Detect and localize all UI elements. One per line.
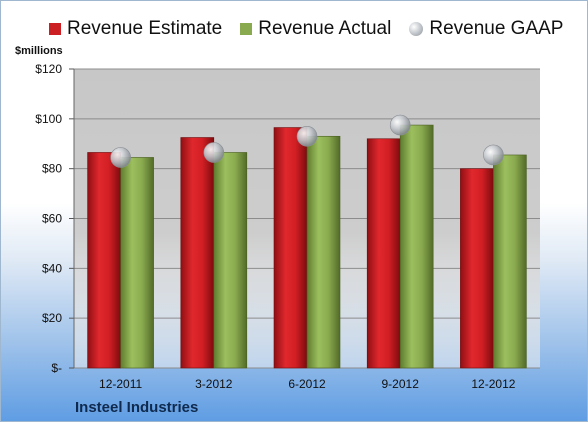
- x-tick-label: 12-2012: [471, 377, 515, 391]
- y-tick-label: $80: [42, 162, 62, 176]
- bar-actual: [493, 154, 527, 369]
- x-tick-label: 6-2012: [288, 377, 326, 391]
- y-tick-label: $40: [42, 261, 62, 275]
- y-tick-label: $100: [35, 112, 62, 126]
- legend-label-gaap: Revenue GAAP: [429, 18, 564, 39]
- x-tick-label: 3-2012: [195, 377, 233, 391]
- legend-item-gaap: Revenue GAAP: [409, 18, 563, 40]
- legend: Revenue Estimate Revenue Actual Revenue …: [49, 17, 581, 41]
- x-tick-label: 9-2012: [382, 377, 420, 391]
- red-square-icon: [49, 23, 61, 35]
- company-name: Insteel Industries: [75, 399, 199, 416]
- bubble-gaap: [110, 147, 131, 168]
- bar-actual: [213, 152, 248, 369]
- legend-label-actual: Revenue Actual: [258, 18, 392, 39]
- x-tick-label: 12-2011: [99, 377, 142, 391]
- bubble-gaap: [483, 144, 504, 166]
- bar-estimate: [366, 138, 401, 369]
- y-axis-ticks: $- $20 $40 $60 $80 $100 $120: [35, 62, 75, 375]
- y-axis-unit-label: $millions: [15, 45, 63, 57]
- y-tick-label: $-: [51, 361, 62, 375]
- x-axis-ticks: 12-2011 3-2012 6-2012 9-2012 12-2012: [99, 377, 516, 391]
- bars-layer: [87, 124, 527, 369]
- legend-item-actual: Revenue Actual: [240, 18, 391, 40]
- bar-actual: [120, 157, 154, 369]
- bubble-gaap: [389, 114, 411, 136]
- legend-item-estimate: Revenue Estimate: [49, 18, 222, 40]
- bubbles-layer: [110, 114, 504, 168]
- y-tick-label: $60: [42, 212, 62, 226]
- y-tick-label: $20: [42, 311, 62, 325]
- green-square-icon: [240, 23, 253, 35]
- bar-actual: [399, 124, 434, 369]
- bubble-gaap: [296, 125, 318, 147]
- bar-estimate: [273, 127, 308, 369]
- gray-bubble-icon: [409, 22, 424, 36]
- bubble-gaap: [203, 142, 225, 163]
- bar-estimate: [87, 152, 121, 369]
- bar-estimate: [460, 168, 494, 369]
- bar-actual: [306, 135, 341, 369]
- y-tick-label: $120: [35, 62, 62, 76]
- legend-label-estimate: Revenue Estimate: [67, 18, 223, 39]
- bar-estimate: [180, 137, 215, 369]
